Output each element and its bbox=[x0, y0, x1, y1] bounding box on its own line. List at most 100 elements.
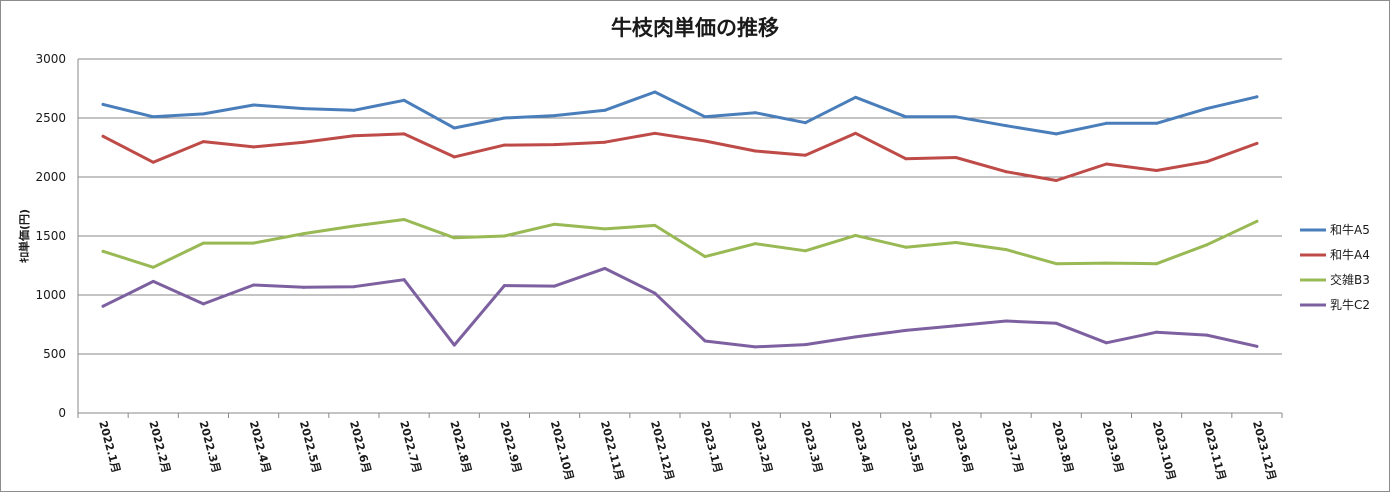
data-point bbox=[954, 156, 958, 160]
data-point bbox=[954, 115, 958, 119]
data-point bbox=[1205, 107, 1209, 111]
x-tick-label: 2023.3月 bbox=[799, 419, 825, 474]
data-point bbox=[1155, 262, 1159, 266]
data-point bbox=[452, 155, 456, 159]
data-point bbox=[302, 140, 306, 144]
series-line-3 bbox=[101, 218, 1259, 269]
data-point bbox=[553, 222, 557, 226]
data-point bbox=[1205, 333, 1209, 337]
data-point bbox=[1255, 141, 1259, 145]
data-point bbox=[502, 284, 506, 288]
series-line-2 bbox=[101, 131, 1259, 182]
data-point bbox=[502, 116, 506, 120]
data-point bbox=[1054, 262, 1058, 266]
x-tick-label: 2023.4月 bbox=[849, 419, 875, 474]
y-tick-label: 2000 bbox=[35, 170, 66, 184]
data-point bbox=[502, 143, 506, 147]
data-point bbox=[1104, 261, 1108, 265]
data-point bbox=[252, 283, 256, 287]
data-point bbox=[151, 115, 155, 119]
series-line-1 bbox=[101, 90, 1259, 136]
data-point bbox=[452, 126, 456, 130]
data-point bbox=[352, 108, 356, 112]
legend-label: 和牛A5 bbox=[1330, 222, 1370, 237]
data-point bbox=[1004, 319, 1008, 323]
x-tick-label: 2022.6月 bbox=[347, 419, 373, 474]
data-point bbox=[904, 245, 908, 249]
data-point bbox=[101, 249, 105, 253]
data-point bbox=[1004, 170, 1008, 174]
data-point bbox=[703, 339, 707, 343]
data-point bbox=[151, 279, 155, 283]
data-point bbox=[452, 236, 456, 240]
data-point bbox=[101, 102, 105, 106]
x-tick-label: 2023.10月 bbox=[1150, 419, 1178, 481]
data-point bbox=[653, 223, 657, 227]
data-point bbox=[302, 232, 306, 236]
y-tick-label: 0 bbox=[58, 406, 66, 420]
data-point bbox=[1205, 243, 1209, 247]
data-point bbox=[854, 335, 858, 339]
y-tick-label: 3000 bbox=[35, 52, 66, 66]
x-tick-label: 2023.12月 bbox=[1250, 419, 1278, 481]
data-point bbox=[352, 285, 356, 289]
data-point bbox=[452, 343, 456, 347]
x-tick-label: 2022.4月 bbox=[247, 419, 273, 474]
data-point bbox=[1104, 162, 1108, 166]
legend-label: 交雑B3 bbox=[1330, 272, 1370, 287]
x-tick-label: 2023.9月 bbox=[1100, 419, 1126, 474]
data-point bbox=[854, 131, 858, 135]
data-point bbox=[402, 132, 406, 136]
data-point bbox=[1004, 124, 1008, 128]
data-point bbox=[653, 291, 657, 295]
x-tick-label: 2022.12月 bbox=[648, 419, 676, 481]
x-tick-label: 2022.3月 bbox=[197, 419, 223, 474]
data-point bbox=[201, 302, 205, 306]
data-point bbox=[1104, 341, 1108, 345]
x-tick-label: 2022.11月 bbox=[598, 419, 626, 481]
data-point bbox=[904, 157, 908, 161]
data-point bbox=[703, 139, 707, 143]
y-tick-label: 500 bbox=[43, 347, 66, 361]
x-tick-label: 2023.1月 bbox=[698, 419, 724, 474]
data-point bbox=[703, 115, 707, 119]
x-tick-label: 2023.5月 bbox=[899, 419, 925, 474]
data-point bbox=[603, 140, 607, 144]
x-tick-label: 2022.10月 bbox=[548, 419, 576, 481]
data-point bbox=[302, 285, 306, 289]
y-axis-label: ｷﾛ単価(円) bbox=[17, 209, 31, 263]
data-point bbox=[553, 284, 557, 288]
data-point bbox=[753, 345, 757, 349]
y-tick-label: 2500 bbox=[35, 111, 66, 125]
data-point bbox=[252, 241, 256, 245]
data-point bbox=[402, 278, 406, 282]
series-line-4 bbox=[101, 266, 1259, 349]
data-point bbox=[603, 227, 607, 231]
y-tick-label: 1000 bbox=[35, 288, 66, 302]
data-point bbox=[252, 103, 256, 107]
data-point bbox=[1054, 132, 1058, 136]
data-point bbox=[854, 233, 858, 237]
data-point bbox=[954, 240, 958, 244]
data-point bbox=[502, 234, 506, 238]
x-tick-label: 2023.6月 bbox=[949, 419, 975, 474]
data-point bbox=[402, 217, 406, 221]
data-point bbox=[1054, 321, 1058, 325]
data-point bbox=[151, 265, 155, 269]
x-tick-label: 2022.2月 bbox=[146, 419, 172, 474]
x-tick-label: 2023.2月 bbox=[748, 419, 774, 474]
x-tick-label: 2023.8月 bbox=[1049, 419, 1075, 474]
data-point bbox=[1155, 169, 1159, 173]
data-point bbox=[803, 121, 807, 125]
legend-label: 乳牛C2 bbox=[1330, 297, 1370, 312]
data-point bbox=[101, 134, 105, 138]
data-point bbox=[1155, 330, 1159, 334]
data-point bbox=[201, 140, 205, 144]
x-tick-label: 2022.1月 bbox=[96, 419, 122, 474]
data-point bbox=[803, 343, 807, 347]
data-point bbox=[101, 304, 105, 308]
data-point bbox=[1255, 344, 1259, 348]
data-point bbox=[252, 145, 256, 149]
data-point bbox=[1255, 219, 1259, 223]
data-point bbox=[603, 266, 607, 270]
